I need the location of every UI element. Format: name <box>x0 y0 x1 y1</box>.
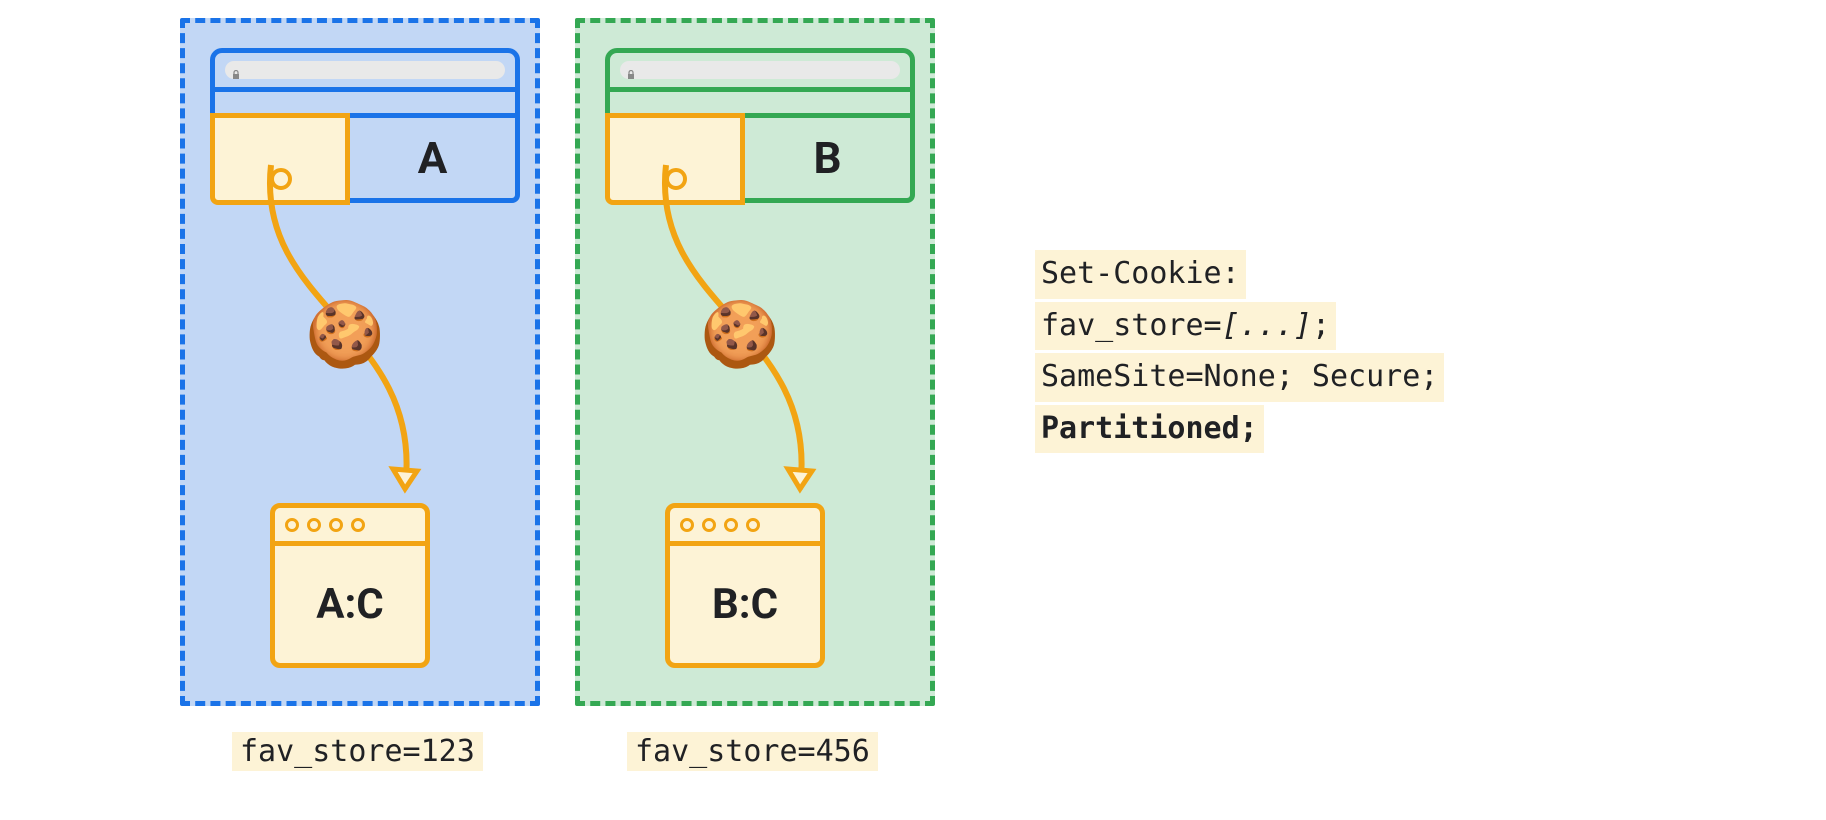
code-line-4: Partitioned; <box>1035 405 1264 454</box>
browser-divider-b <box>610 87 910 92</box>
footer-label-a-text: fav_store=123 <box>232 732 483 771</box>
code-line-2: fav_store=[...]; <box>1035 302 1336 351</box>
cookie-jar-header-a <box>275 508 425 546</box>
jar-dot <box>351 518 365 532</box>
jar-dot <box>680 518 694 532</box>
cookie-icon: 🍪 <box>700 303 780 367</box>
browser-divider-a <box>215 87 515 92</box>
cookie-jar-label-b: B:C <box>670 546 820 663</box>
jar-dot <box>329 518 343 532</box>
jar-dot <box>285 518 299 532</box>
partition-a: A 🍪 A:C <box>180 18 540 706</box>
code-line-3: SameSite=None; Secure; <box>1035 353 1444 402</box>
address-bar-a <box>225 61 505 79</box>
jar-dot <box>307 518 321 532</box>
cookie-emoji-a: 🍪 <box>305 297 385 372</box>
cookie-emoji-b: 🍪 <box>700 297 780 372</box>
jar-dot <box>746 518 760 532</box>
lock-icon <box>231 65 241 75</box>
footer-label-b-text: fav_store=456 <box>627 732 878 771</box>
iframe-origin-dot-b <box>665 168 687 190</box>
cookie-icon: 🍪 <box>305 303 385 367</box>
code-line-1: Set-Cookie: <box>1035 250 1246 299</box>
cookie-jar-a: A:C <box>270 503 430 668</box>
jar-dot <box>702 518 716 532</box>
set-cookie-code: Set-Cookie: fav_store=[...]; SameSite=No… <box>1035 250 1444 456</box>
iframe-origin-dot-a <box>270 168 292 190</box>
address-bar-b <box>620 61 900 79</box>
jar-label-b-text: B:C <box>712 580 778 629</box>
cookie-jar-label-a: A:C <box>275 546 425 663</box>
code-line-2-suffix: ; <box>1312 308 1330 343</box>
lock-icon <box>626 65 636 75</box>
jar-dot <box>724 518 738 532</box>
jar-label-a-text: A:C <box>316 580 384 629</box>
code-line-2-italic: [...] <box>1222 308 1312 343</box>
cookie-jar-header-b <box>670 508 820 546</box>
partition-b: B 🍪 B:C <box>575 18 935 706</box>
code-line-2-prefix: fav_store= <box>1041 308 1222 343</box>
cookie-jar-b: B:C <box>665 503 825 668</box>
